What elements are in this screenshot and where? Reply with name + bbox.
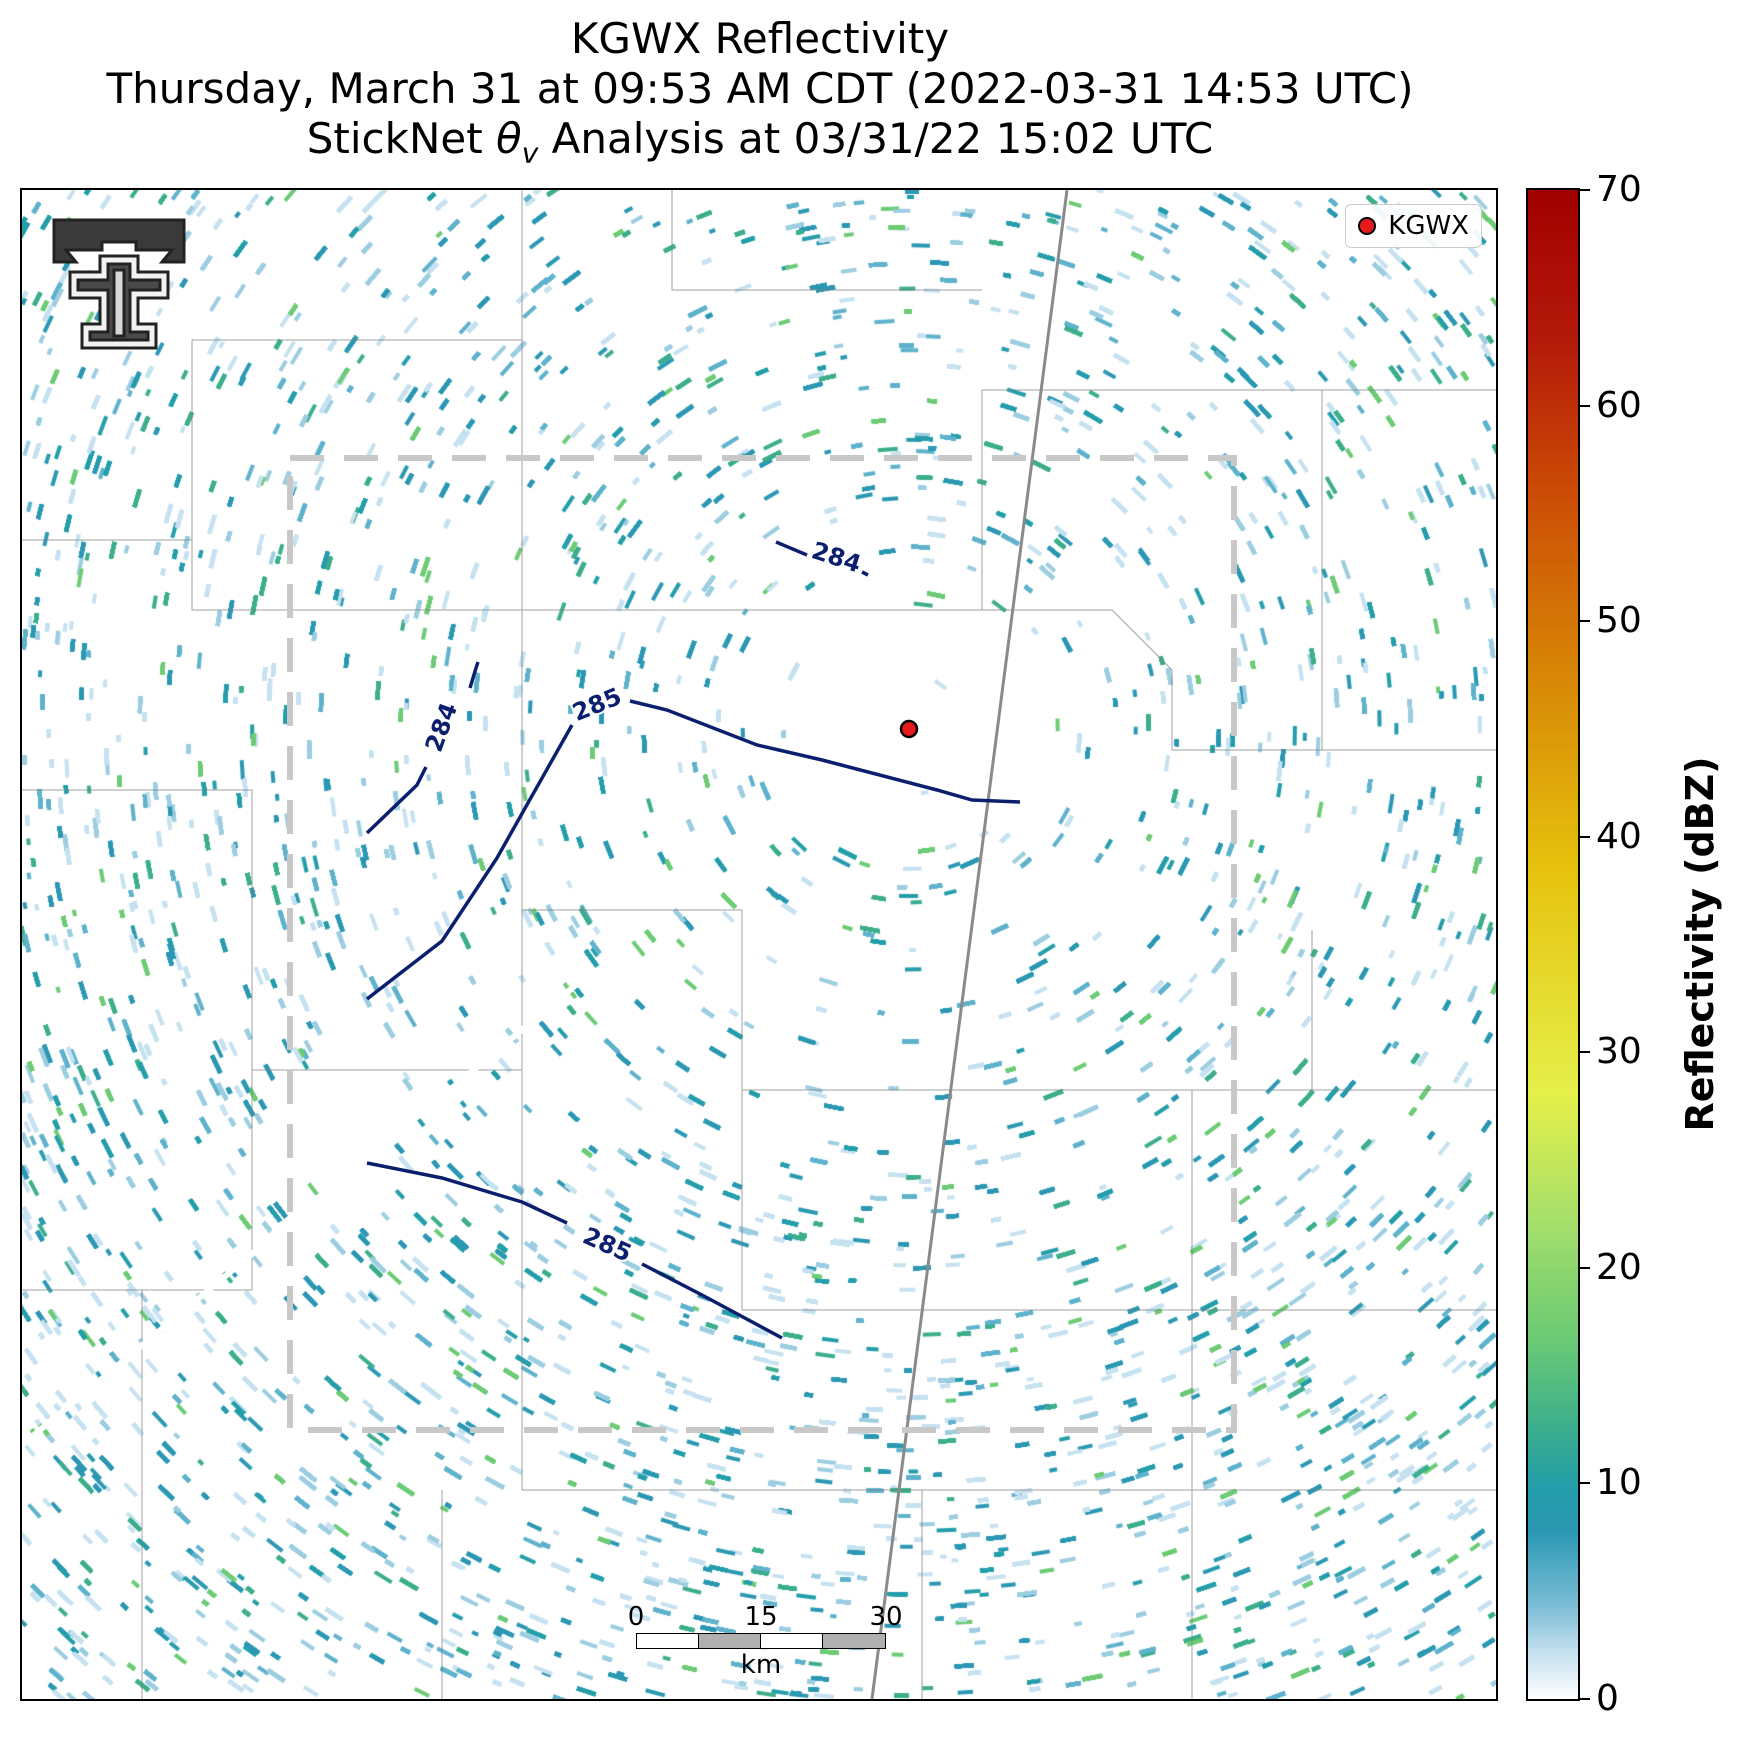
radar-map[interactable]: 284 285 284 285 KGWX 0 15 30 km — [20, 188, 1498, 1701]
title-line-1: KGWX Reflectivity — [570, 14, 950, 63]
scale-tick-0: 0 — [627, 1602, 645, 1632]
contour-label-284-west: 284 — [420, 699, 463, 756]
theta-subscript: v — [521, 136, 539, 170]
figure-title: KGWX Reflectivity Thursday, March 31 at … — [0, 14, 1520, 178]
contour-285-south — [366, 1161, 568, 1225]
contour-label-285-north: 285 — [569, 682, 626, 727]
county-boundaries — [22, 190, 1496, 1699]
colorbar-tick-mark — [1580, 1266, 1590, 1269]
highway-diagonal — [22, 977, 584, 1448]
map-overlay: 284 285 284 285 — [22, 190, 1496, 1699]
scale-bar: 0 15 30 km — [628, 1602, 936, 1688]
analysis-domain-box — [287, 455, 1237, 1433]
theta-v-contours — [365, 540, 1021, 1340]
title-line-2: Thursday, March 31 at 09:53 AM CDT (2022… — [106, 64, 1414, 113]
scale-tick-30: 30 — [869, 1602, 903, 1632]
contour-284-west — [365, 766, 428, 835]
contour-285-north-east — [629, 699, 1021, 804]
colorbar-tick-label: 30 — [1596, 1031, 1642, 1073]
colorbar-tick-label: 0 — [1596, 1678, 1619, 1719]
scale-segment-3 — [760, 1633, 823, 1649]
legend-label: KGWX — [1388, 211, 1469, 241]
colorbar-tick-mark — [1580, 189, 1590, 191]
contour-285-south-east — [641, 1262, 783, 1340]
map-legend: KGWX — [1345, 204, 1482, 248]
reflectivity-colorbar — [1526, 188, 1580, 1701]
colorbar-tick-mark — [1580, 1051, 1590, 1054]
colorbar-tick-mark — [1580, 1482, 1590, 1485]
colorbar-tick-mark — [1580, 835, 1590, 838]
scale-segment-4 — [822, 1633, 886, 1649]
contour-285-north — [365, 724, 574, 1001]
colorbar-tick-mark — [1580, 404, 1590, 407]
scale-segment-2 — [698, 1633, 761, 1649]
title-line-3: StickNet θv Analysis at 03/31/22 15:02 U… — [0, 114, 1520, 178]
contour-284-north — [775, 540, 808, 557]
colorbar-title: Reflectivity (dBZ) — [1678, 756, 1722, 1132]
contour-284-west-top — [468, 661, 480, 689]
title-line-3-prefix: StickNet — [306, 114, 497, 163]
reflectivity-field — [22, 190, 1496, 1699]
scale-tick-15: 15 — [744, 1602, 778, 1632]
contour-284-north-tail — [861, 570, 869, 577]
colorbar-tick-label: 10 — [1596, 1462, 1642, 1504]
colorbar-tick-mark — [1580, 1698, 1590, 1700]
scale-unit: km — [740, 1650, 782, 1680]
texas-tech-logo-icon — [52, 218, 186, 350]
colorbar-tick-label: 40 — [1596, 815, 1642, 857]
contour-label-285-south: 285 — [579, 1222, 636, 1268]
title-line-3-suffix: Analysis at 03/31/22 15:02 UTC — [538, 114, 1214, 163]
scale-segment-1 — [636, 1633, 699, 1649]
contour-label-284-north: 284 — [808, 536, 864, 578]
colorbar-tick-label: 70 — [1596, 169, 1642, 210]
highway-north-south — [870, 190, 1069, 1699]
colorbar-tick-label: 60 — [1596, 384, 1642, 426]
kgwx-radar-site[interactable] — [899, 719, 919, 739]
colorbar-tick-mark — [1580, 620, 1590, 623]
colorbar-tick-label: 50 — [1596, 600, 1642, 642]
theta-symbol: θ — [496, 114, 522, 163]
colorbar-tick-label: 20 — [1596, 1246, 1642, 1288]
legend-marker-icon — [1358, 217, 1377, 235]
